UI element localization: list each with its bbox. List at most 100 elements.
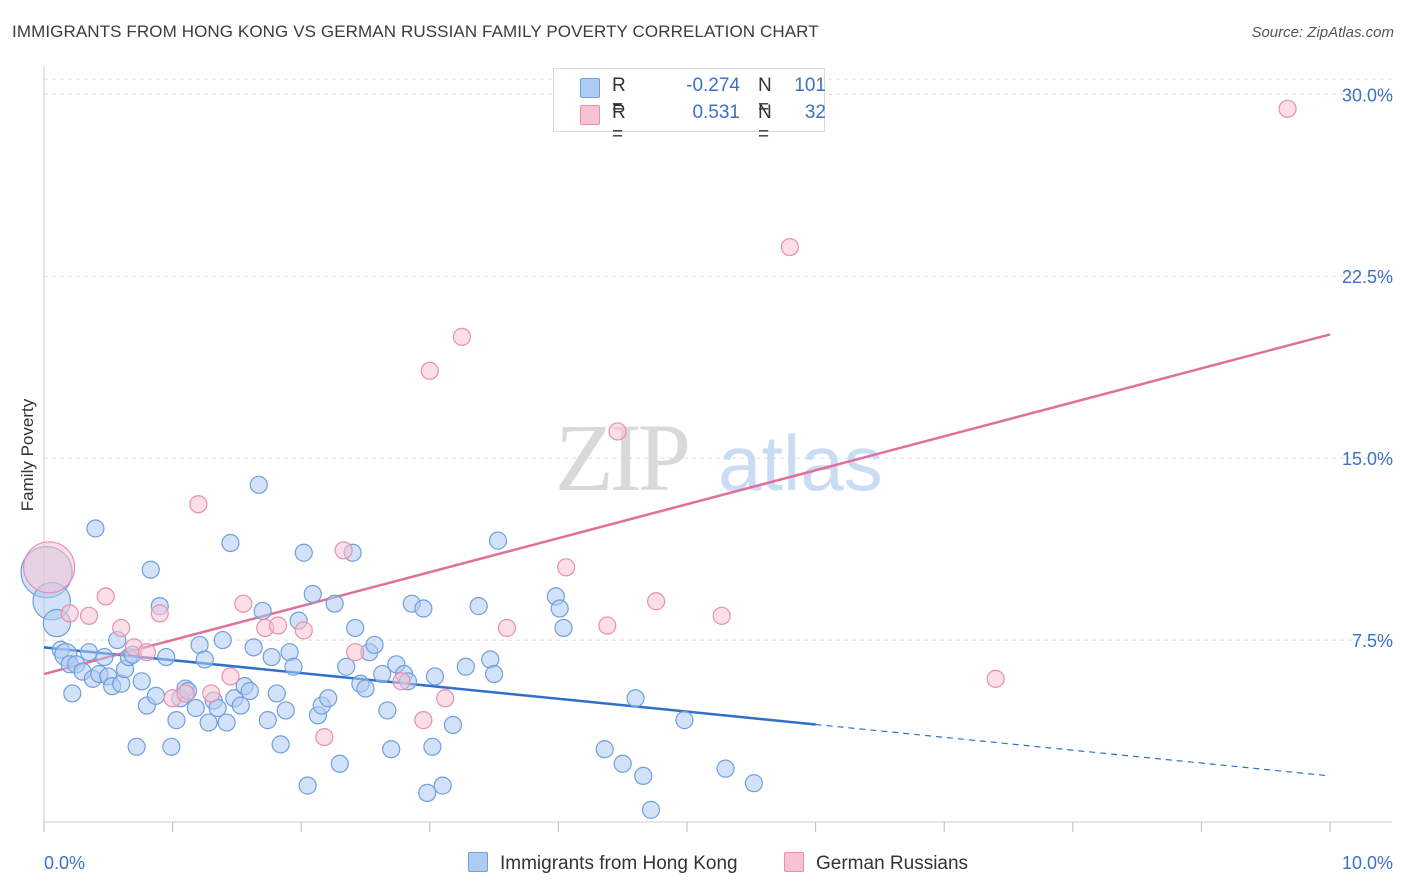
- point-german-russian: [60, 604, 79, 623]
- point-hong-kong: [675, 711, 694, 730]
- source-label: Source: ZipAtlas.com: [1251, 24, 1394, 41]
- point-german-russian: [176, 684, 195, 703]
- point-hong-kong: [86, 519, 105, 538]
- point-hong-kong: [456, 657, 475, 676]
- point-german-russian: [712, 606, 731, 625]
- chart-title: IMMIGRANTS FROM HONG KONG VS GERMAN RUSS…: [12, 22, 819, 41]
- point-german-russian: [452, 327, 472, 346]
- bottom-legend-hong-kong: Immigrants from Hong Kong: [468, 852, 738, 875]
- point-hong-kong: [626, 689, 645, 708]
- y-tick-label: 30.0%: [1342, 85, 1393, 105]
- legend-swatch-pink: [580, 105, 600, 125]
- point-german-russian: [315, 727, 334, 747]
- point-hong-kong: [146, 686, 165, 705]
- legend-n-value: 32: [804, 102, 826, 123]
- bottom-legend-swatch-pink: [784, 852, 804, 872]
- point-hong-kong: [262, 647, 281, 667]
- legend-r-label: R =: [612, 75, 626, 118]
- point-hong-kong: [267, 684, 286, 703]
- point-hong-kong: [217, 713, 236, 732]
- point-german-russian: [112, 618, 131, 638]
- point-german-russian: [497, 618, 517, 638]
- point-german-russian: [234, 594, 253, 613]
- legend-n-value: 101: [794, 75, 826, 96]
- bottom-legend-label: German Russians: [816, 853, 969, 874]
- grid-lines: [44, 78, 1392, 641]
- point-hong-kong: [162, 737, 181, 756]
- y-axis-label: Family Poverty: [18, 398, 37, 512]
- point-hong-kong: [613, 754, 632, 773]
- point-hong-kong: [433, 776, 452, 795]
- trend-line-german-russians: [43, 333, 1331, 676]
- point-hong-kong: [244, 638, 263, 657]
- legend-r-label: R =: [612, 102, 626, 145]
- bottom-legend-swatch-blue: [468, 852, 488, 872]
- point-hong-kong: [95, 647, 114, 667]
- point-hong-kong: [63, 684, 82, 703]
- point-german-russian: [268, 616, 288, 635]
- point-german-russian: [436, 689, 455, 708]
- point-german-russian: [780, 237, 799, 257]
- watermark-zip: ZIP: [555, 404, 688, 511]
- point-hong-kong: [641, 800, 661, 819]
- y-tick-label: 22.5%: [1342, 267, 1393, 287]
- x-tick-label: 10.0%: [1342, 853, 1393, 873]
- point-hong-kong: [554, 618, 573, 638]
- legend-swatch-blue: [580, 78, 600, 98]
- point-hong-kong: [298, 776, 317, 795]
- point-hong-kong: [253, 601, 272, 621]
- point-german-russian: [346, 643, 365, 662]
- point-german-russian: [392, 672, 411, 691]
- point-hong-kong: [378, 701, 397, 720]
- data-points: [20, 99, 1297, 819]
- point-hong-kong: [716, 759, 735, 778]
- correlation-legend: R = -0.274 N = 101 R = 0.531 N = 32: [553, 68, 826, 145]
- point-hong-kong: [425, 667, 445, 686]
- point-german-russian: [150, 604, 169, 623]
- point-hong-kong: [365, 635, 384, 655]
- point-hong-kong: [276, 701, 295, 720]
- point-german-russian: [986, 669, 1005, 688]
- point-german-russian: [137, 643, 156, 662]
- x-tick-label: 0.0%: [44, 853, 85, 873]
- point-german-russian: [557, 558, 576, 577]
- trend-line-hong-kong-projection: [815, 723, 1331, 777]
- point-hong-kong: [141, 560, 160, 579]
- point-hong-kong: [423, 737, 442, 756]
- y-tick-label: 7.5%: [1352, 631, 1393, 651]
- point-german-russian: [202, 684, 221, 703]
- point-hong-kong: [337, 657, 356, 676]
- point-german-russian: [221, 667, 240, 686]
- point-hong-kong: [79, 643, 99, 662]
- point-german-russian: [23, 541, 76, 594]
- legend-r-value: 0.531: [692, 102, 740, 123]
- point-hong-kong: [325, 594, 344, 613]
- point-hong-kong: [195, 650, 214, 669]
- point-hong-kong: [443, 715, 463, 735]
- point-german-russian: [414, 711, 433, 730]
- y-tick-labels: 7.5% 15.0% 22.5% 30.0%: [1342, 85, 1393, 651]
- point-hong-kong: [319, 689, 338, 708]
- point-hong-kong: [231, 696, 250, 715]
- watermark-atlas: atlas: [718, 419, 883, 507]
- point-hong-kong: [271, 735, 290, 754]
- point-hong-kong: [157, 647, 176, 667]
- point-hong-kong: [595, 740, 614, 759]
- point-german-russian: [1278, 99, 1297, 118]
- point-hong-kong: [330, 754, 349, 773]
- point-hong-kong: [485, 664, 504, 684]
- point-hong-kong: [132, 672, 151, 691]
- point-german-russian: [334, 541, 353, 560]
- x-tick-labels: 0.0% 10.0%: [44, 853, 1393, 873]
- point-hong-kong: [418, 783, 437, 802]
- point-german-russian: [598, 616, 617, 635]
- point-hong-kong: [303, 584, 322, 604]
- point-hong-kong: [550, 599, 569, 618]
- point-german-russian: [294, 621, 313, 640]
- point-hong-kong: [414, 599, 433, 618]
- point-german-russian: [420, 361, 439, 380]
- point-hong-kong: [249, 475, 268, 494]
- axes: [43, 66, 1392, 832]
- point-hong-kong: [284, 657, 303, 676]
